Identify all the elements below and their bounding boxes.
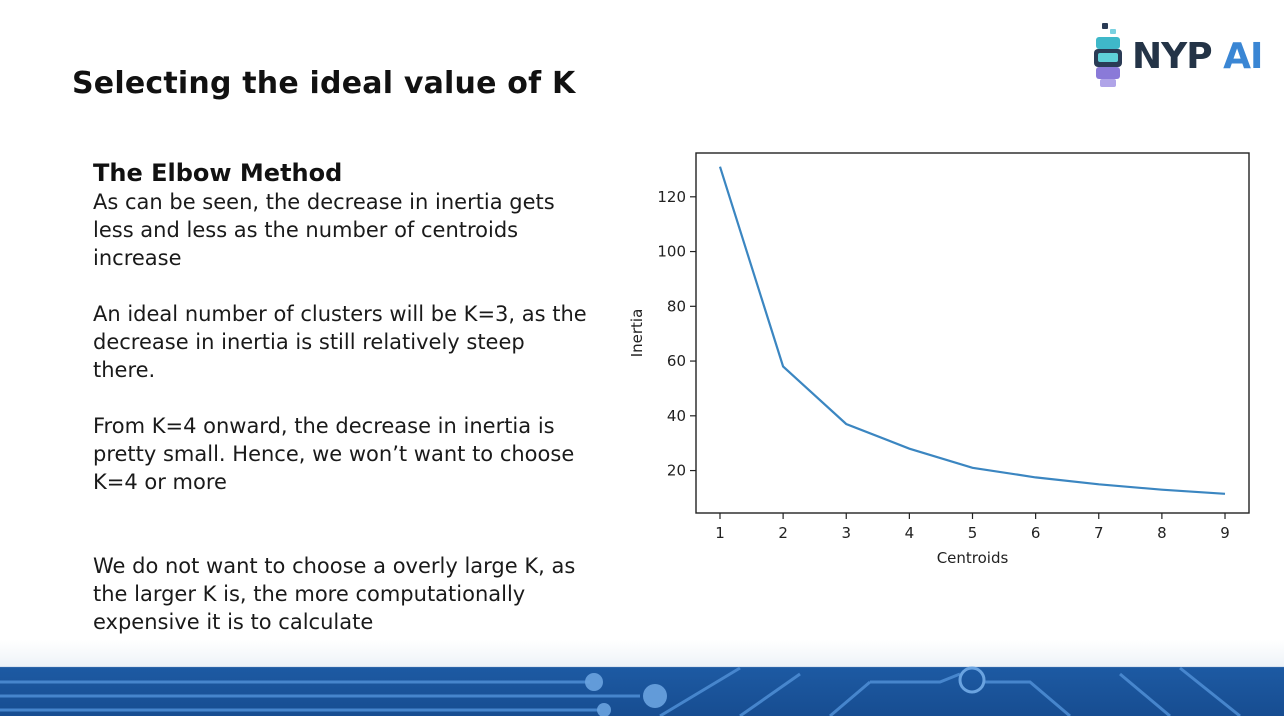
x-tick-label: 9 — [1220, 524, 1230, 542]
paragraph-large-k: We do not want to choose a overly large … — [93, 554, 576, 634]
plot-frame — [695, 152, 1250, 514]
elbow-chart: 20 40 60 80 100 120 1 2 3 4 5 6 7 8 9 Centroids Inert… — [628, 152, 1250, 567]
logo-brand-text: NYP — [1132, 35, 1213, 77]
robot-mascot-icon — [1094, 23, 1122, 87]
x-tick-label: 5 — [968, 524, 978, 542]
x-tick-label: 7 — [1094, 524, 1104, 542]
paragraph-ideal-k: An ideal number of clusters will be K=3,… — [93, 302, 587, 382]
y-axis-label: Inertia — [628, 309, 646, 358]
nyp-ai-logo: NYP AI — [1088, 20, 1263, 92]
x-tick-label: 8 — [1157, 524, 1167, 542]
y-tick-label: 120 — [657, 188, 686, 206]
y-tick-label: 80 — [667, 297, 686, 315]
x-tick-label: 4 — [905, 524, 915, 542]
x-tick-label: 2 — [778, 524, 788, 542]
x-tick-label: 3 — [841, 524, 851, 542]
content-text: The Elbow Method As can be seen, the dec… — [93, 158, 613, 636]
x-tick-label: 1 — [715, 524, 725, 542]
inertia-series-line — [718, 166, 1226, 495]
x-axis-label: Centroids — [937, 549, 1009, 567]
x-axis-ticks: 1 2 3 4 5 6 7 8 9 — [715, 513, 1230, 542]
x-tick-label: 6 — [1031, 524, 1041, 542]
slide-title: Selecting the ideal value of K — [72, 66, 576, 101]
logo-wordmark: NYP AI — [1132, 35, 1263, 77]
logo-ai-text: AI — [1223, 35, 1263, 77]
paragraph-inertia-trend: As can be seen, the decrease in inertia … — [93, 190, 555, 270]
y-tick-label: 60 — [667, 352, 686, 370]
footer-circuit-banner — [0, 640, 1284, 716]
section-heading: The Elbow Method — [93, 159, 343, 187]
y-tick-label: 20 — [667, 462, 686, 480]
y-axis-ticks: 20 40 60 80 100 120 — [657, 188, 696, 480]
paragraph-k4-onward: From K=4 onward, the decrease in inertia… — [93, 414, 575, 494]
y-tick-label: 40 — [667, 407, 686, 425]
y-tick-label: 100 — [657, 243, 686, 261]
